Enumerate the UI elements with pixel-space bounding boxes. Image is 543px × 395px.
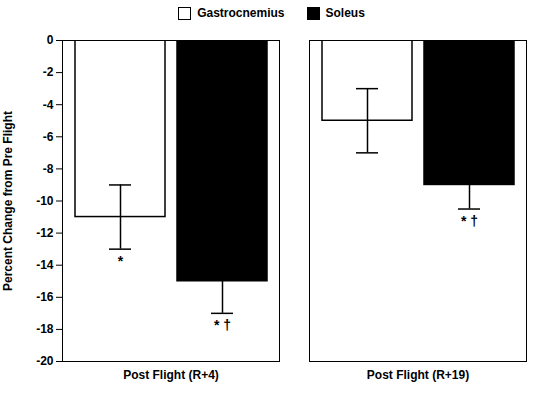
svg-text:-18: -18 xyxy=(36,322,54,336)
svg-text:-16: -16 xyxy=(36,290,54,304)
svg-text:*: * xyxy=(118,253,124,269)
svg-text:Post Flight (R+4): Post Flight (R+4) xyxy=(123,368,219,382)
svg-text:* †: * † xyxy=(214,317,231,333)
svg-text:-2: -2 xyxy=(43,65,54,79)
svg-text:-6: -6 xyxy=(43,130,54,144)
svg-text:-20: -20 xyxy=(36,354,54,368)
svg-text:-4: -4 xyxy=(43,98,54,112)
svg-text:Percent Change from Pre Flight: Percent Change from Pre Flight xyxy=(1,111,15,291)
html-text:Soleus: Soleus xyxy=(325,6,365,20)
svg-text:0: 0 xyxy=(47,33,54,47)
svg-text:* †: * † xyxy=(461,213,478,229)
svg-text:-8: -8 xyxy=(43,162,54,176)
svg-text:Post Flight (R+19): Post Flight (R+19) xyxy=(367,368,469,382)
svg-text:-10: -10 xyxy=(36,194,54,208)
html-text:Gastrocnemius: Gastrocnemius xyxy=(197,6,285,20)
svg-text:-12: -12 xyxy=(36,226,54,240)
svg-text:-14: -14 xyxy=(36,258,54,272)
